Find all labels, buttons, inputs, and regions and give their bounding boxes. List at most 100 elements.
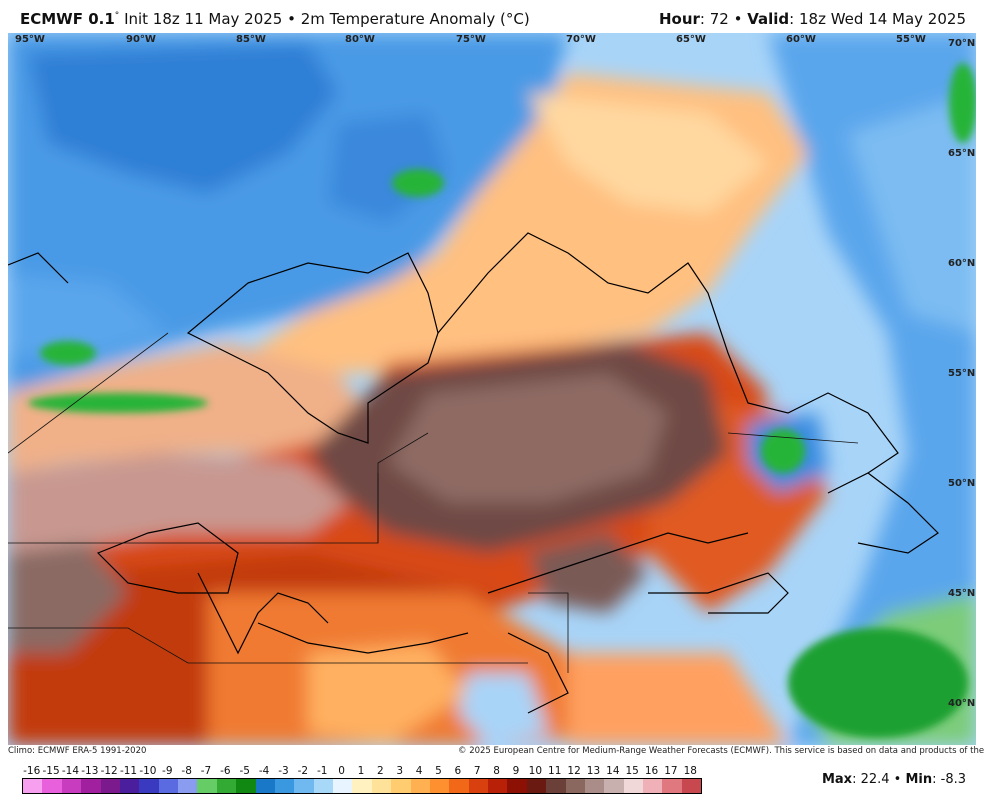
colorbar-swatch (584, 779, 605, 793)
colorbar-tick-label: -11 (119, 765, 138, 777)
colorbar-swatch (178, 779, 198, 793)
hour-value: : 72 • (699, 10, 748, 28)
lat-label-55n: 55°N (948, 368, 976, 379)
colorbar-swatch (488, 779, 508, 793)
colorbar-swatch (410, 779, 430, 793)
colorbar-tick-label: 11 (548, 765, 562, 777)
min-label: Min (905, 772, 933, 787)
colorbar-tick-label: -13 (81, 765, 99, 777)
valid-label: Valid (747, 10, 790, 28)
max-min-readout: Max: 22.4 • Min: -8.3 (822, 772, 966, 787)
colorbar-tick-label: 15 (625, 765, 639, 777)
colorbar-tick-label: 0 (338, 765, 345, 777)
colorbar-tick-label: -12 (100, 765, 118, 777)
colorbar-swatch (352, 779, 372, 793)
colorbar-tick-label: -10 (139, 765, 157, 777)
colorbar-swatch (526, 779, 547, 793)
init-text: Init 18z 11 May 2025 • 2m Temperature An… (124, 10, 530, 28)
lat-label-65n: 65°N (948, 148, 976, 159)
colorbar-tick-label: -15 (42, 765, 60, 777)
colorbar-tick-label: 16 (644, 765, 659, 777)
colorbar-swatch (429, 779, 450, 793)
colorbar-swatch (371, 779, 392, 793)
hour-label: Hour (658, 10, 700, 28)
colorbar-swatch (468, 779, 488, 793)
lat-label-40n: 40°N (948, 698, 976, 709)
colorbar-swatch (158, 779, 178, 793)
colorbar-tick-label: -9 (162, 765, 173, 777)
map-title: ECMWF 0.1° Init 18z 11 May 2025 • 2m Tem… (20, 10, 530, 28)
cold-anomaly-blobs (28, 63, 976, 738)
model-degree-symbol: ° (114, 11, 120, 21)
lon-label-65w: 65°W (676, 34, 706, 45)
colorbar-swatch (139, 779, 159, 793)
lat-label-50n: 50°N (948, 478, 976, 489)
colorbar-tick-label: 8 (493, 765, 500, 777)
colorbar-tick-label: 2 (377, 765, 384, 777)
colorbar-tick-label: -7 (200, 765, 212, 777)
colorbar-tick-label: -3 (278, 765, 289, 777)
colorbar-swatch (623, 779, 643, 793)
lat-label-45n: 45°N (948, 588, 976, 599)
min-value: : -8.3 (932, 772, 966, 787)
lon-label-60w: 60°W (786, 34, 816, 45)
colorbar-tick-label: -4 (258, 765, 270, 777)
colorbar-tick-label: -8 (181, 765, 192, 777)
max-label: Max (821, 772, 853, 787)
lon-label-95w: 95°W (15, 34, 45, 45)
colorbar-swatch (507, 779, 527, 793)
model-name: ECMWF 0.1 (20, 10, 115, 28)
colorbar-swatch (546, 779, 566, 793)
colorbar-swatch (391, 779, 411, 793)
lon-label-80w: 80°W (345, 34, 375, 45)
lat-label-70n: 70°N (948, 38, 976, 49)
colorbar-tick-label: -5 (239, 765, 251, 777)
lon-label-55w: 55°W (896, 34, 926, 45)
colorbar-tick-label: 9 (512, 765, 520, 777)
coastlines (8, 232, 939, 714)
colorbar-swatch (643, 779, 663, 793)
colorbar-tick-label: 17 (664, 765, 678, 777)
colorbar-swatch (333, 779, 353, 793)
map-header: ECMWF 0.1° Init 18z 11 May 2025 • 2m Tem… (0, 0, 984, 32)
colorbar-tick-label: 14 (606, 765, 620, 777)
colorbar-tick-label: 5 (435, 765, 442, 777)
colorbar-tick-label: -6 (220, 765, 231, 777)
colorbar-swatch (100, 779, 120, 793)
colorbar-swatch (681, 779, 702, 793)
valid-value: : 18z Wed 14 May 2025 (789, 10, 966, 28)
colorbar-tick-label: 10 (528, 765, 543, 777)
colorbar-tick-label: 4 (415, 765, 423, 777)
colorbar-tick-label: -14 (61, 765, 79, 777)
colorbar-tick-label: 12 (567, 765, 581, 777)
colorbar-tick-label: 7 (473, 765, 481, 777)
colorbar-swatch (604, 779, 624, 793)
colorbar-tick-label: 18 (683, 765, 697, 777)
colorbar-swatch (294, 779, 314, 793)
lat-label-60n: 60°N (948, 258, 976, 269)
colorbar-swatch (81, 779, 101, 793)
colorbar-swatch (255, 779, 275, 793)
colorbar-swatch (119, 779, 140, 793)
colorbar-tick-label: -2 (297, 765, 309, 777)
colorbar-swatch (216, 779, 237, 793)
lon-label-70w: 70°W (566, 34, 596, 45)
colorbar-swatch (197, 779, 217, 793)
copyright-note: © 2025 European Centre for Medium-Range … (458, 746, 984, 756)
colorbar-swatch (274, 779, 295, 793)
valid-time: Hour: 72 • Valid: 18z Wed 14 May 2025 (659, 10, 966, 28)
colorbar-tick-label: 3 (396, 765, 404, 777)
colorbar-swatch (449, 779, 469, 793)
boundaries (8, 332, 859, 673)
colorbar-tick-label: -1 (317, 765, 328, 777)
lon-label-90w: 90°W (126, 34, 156, 45)
lon-label-75w: 75°W (456, 34, 486, 45)
colorbar-tick-label: 13 (586, 765, 601, 777)
colorbar-swatch (236, 779, 256, 793)
colorbar-swatch (23, 779, 43, 793)
colorbar-swatch (61, 779, 82, 793)
colorbar-tick-label: -16 (23, 765, 41, 777)
colorbar-swatch (565, 779, 585, 793)
colorbar (22, 778, 702, 794)
climo-note: Climo: ECMWF ERA-5 1991-2020 (8, 746, 147, 756)
